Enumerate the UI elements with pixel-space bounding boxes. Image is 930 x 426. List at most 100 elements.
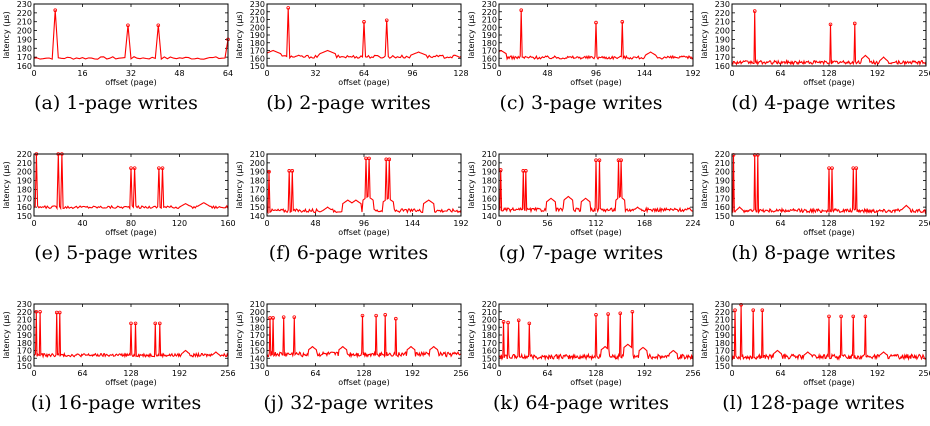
y-tick-label: 220 [17,150,32,159]
y-tick-label: 140 [482,362,497,371]
spike-marker [738,302,743,307]
subfigure-caption: (l) 128-page writes [722,392,905,414]
x-tick-label: 192 [869,69,884,78]
series-line [266,158,461,215]
subfigure-caption: (d) 4-page writes [731,92,896,114]
y-tick-label: 170 [17,347,32,356]
spike-marker [630,309,635,314]
y-tick-label: 150 [249,62,264,71]
x-tick-label: 0 [496,69,501,78]
y-tick-label: 220 [482,8,497,17]
y-axis-label: latency (µs) [700,311,709,358]
x-tick-label: 128 [588,369,603,378]
x-tick-label: 128 [821,369,836,378]
x-tick-label: 192 [869,219,884,228]
y-tick-label: 160 [249,194,264,203]
chart-panel: 150 160 170 180 190 200 210 220 230 0 48 96 144 192 of… [465,0,701,124]
y-tick-label: 230 [249,0,264,9]
y-tick-label: 210 [482,150,497,159]
x-tick-label: 64 [542,369,552,378]
subfigure-caption: (g) 7-page writes [498,242,664,264]
chart-panel: 150 160 170 180 190 200 210 220 230 0 32 64 96 128 off… [233,0,469,124]
series-line [731,304,926,361]
y-tick-label: 180 [249,177,264,186]
plot-frame [266,3,461,67]
y-tick-label: 150 [482,354,497,363]
x-tick-label: 0 [264,219,269,228]
y-tick-label: 220 [714,9,729,18]
spike-marker [852,21,857,26]
subfigure-caption: (e) 5-page writes [34,242,198,264]
y-tick-label: 140 [249,212,264,221]
y-tick-label: 200 [714,323,729,332]
y-tick-label: 200 [17,27,32,36]
spike-marker [863,314,867,319]
y-tick-label: 210 [17,159,32,168]
series-line [34,10,228,61]
x-tick-label: 0 [31,369,36,378]
y-tick-label: 180 [714,44,729,53]
x-tick-label: 0 [729,219,734,228]
x-tick-label: 64 [223,69,233,78]
spike-marker [157,166,161,170]
x-tick-label: 128 [123,369,138,378]
plot-frame [731,153,926,217]
spike-marker [160,166,165,170]
y-tick-label: 180 [249,39,264,48]
series-line [499,160,693,214]
x-axis-label: offset (page) [338,228,389,237]
y-tick-label: 160 [249,339,264,348]
subfigure-caption: (h) 8-page writes [731,242,896,264]
subfigure-caption: (k) 64-page writes [493,392,669,414]
y-tick-label: 180 [17,185,32,194]
chart-panel: 140 150 160 170 180 190 200 210 0 56 112 168 224 offs… [465,150,701,274]
y-tick-label: 180 [17,339,32,348]
y-axis-label: latency (µs) [235,161,244,208]
plot-frame [33,3,229,67]
spike-marker [752,9,757,13]
spike-marker [519,8,524,13]
y-tick-label: 160 [714,354,729,363]
x-tick-label: 80 [126,219,136,228]
spike-marker [382,313,387,317]
spike-marker [750,308,755,313]
x-tick-label: 256 [685,369,700,378]
y-tick-label: 190 [249,168,264,177]
y-tick-label: 200 [17,168,32,177]
y-axis-label: latency (µs) [2,11,11,58]
spike-marker [126,23,130,28]
series-line [731,11,926,66]
spike-marker [157,321,162,326]
y-tick-label: 180 [482,177,497,186]
series-line [34,153,228,211]
y-tick-label: 210 [249,150,264,159]
x-tick-label: 192 [172,369,187,378]
x-tick-label: 16 [77,69,87,78]
y-tick-label: 170 [714,53,729,62]
y-tick-label: 160 [482,347,497,356]
x-tick-label: 168 [637,219,652,228]
plot-frame [498,153,694,217]
x-axis-label: offset (page) [570,228,621,237]
y-tick-label: 160 [17,203,32,212]
x-tick-label: 128 [453,69,468,78]
y-axis-label: latency (µs) [467,161,476,208]
y-tick-label: 150 [482,203,497,212]
spike-marker [281,315,285,319]
x-axis-label: offset (page) [570,378,621,387]
x-tick-label: 96 [591,69,601,78]
y-tick-label: 160 [17,354,32,363]
plot-frame [498,303,694,367]
x-tick-label: 144 [404,219,419,228]
y-tick-label: 190 [714,35,729,44]
spike-marker [524,169,528,173]
spike-marker [501,320,506,324]
y-tick-label: 170 [482,339,497,348]
y-tick-label: 200 [249,308,264,317]
x-axis-label: offset (page) [105,378,156,387]
